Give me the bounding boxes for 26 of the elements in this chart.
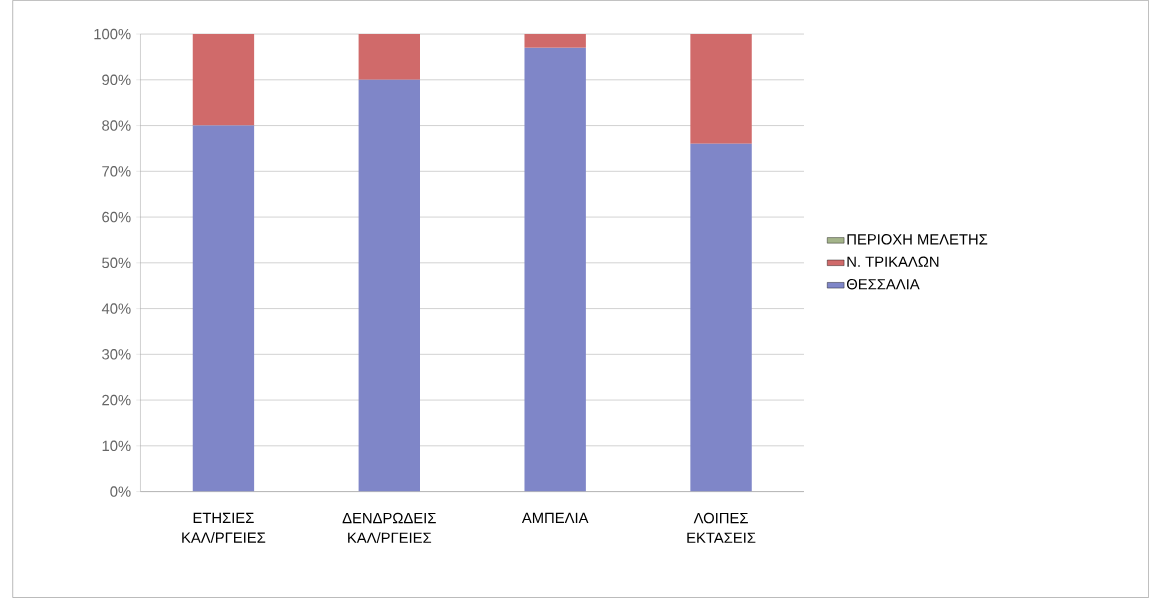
- bar: [358, 34, 420, 80]
- x-tick-label: ΑΜΠΕΛΙΑ: [521, 512, 589, 524]
- bar: [690, 34, 752, 144]
- x-tick-label: ΕΤΗΣΙΕΣ ΚΑΛ/ΡΓΕΙΕΣ: [182, 512, 266, 543]
- bar: [192, 34, 255, 126]
- bar: [358, 79, 420, 492]
- x-tick-label: ΛΟΙΠΕΣ ΕΚΤΑΣΕΙΣ: [687, 512, 756, 543]
- legend-label: Ν. ΤΡΙΚΑΛΩΝ: [847, 256, 939, 267]
- y-tick-label: 60%: [102, 211, 131, 223]
- y-tick-label: 40%: [101, 303, 131, 314]
- legend-label: ΠΕΡΙΟΧΗ ΜΕΛΕΤΗΣ: [847, 234, 988, 245]
- y-tick-label: 100%: [94, 28, 131, 40]
- bar: [192, 125, 255, 492]
- x-tick-label: ΔΕΝΔΡΩΔΕΙΣ ΚΑΛ/ΡΓΕΙΕΣ: [342, 512, 436, 544]
- y-tick-label: 70%: [102, 166, 131, 177]
- y-tick-label: 80%: [102, 120, 131, 131]
- bar: [524, 34, 586, 48]
- y-tick-label: 90%: [102, 74, 131, 86]
- bar: [524, 47, 586, 492]
- y-tick-label: 0%: [110, 486, 131, 497]
- y-tick-label: 30%: [102, 349, 131, 360]
- y-tick-label: 20%: [102, 394, 131, 406]
- legend-label: ΘΕΣΣΑΛΙΑ: [846, 279, 920, 290]
- y-tick-label: 10%: [102, 440, 131, 452]
- bar: [690, 143, 752, 492]
- y-tick-label: 50%: [102, 257, 131, 269]
